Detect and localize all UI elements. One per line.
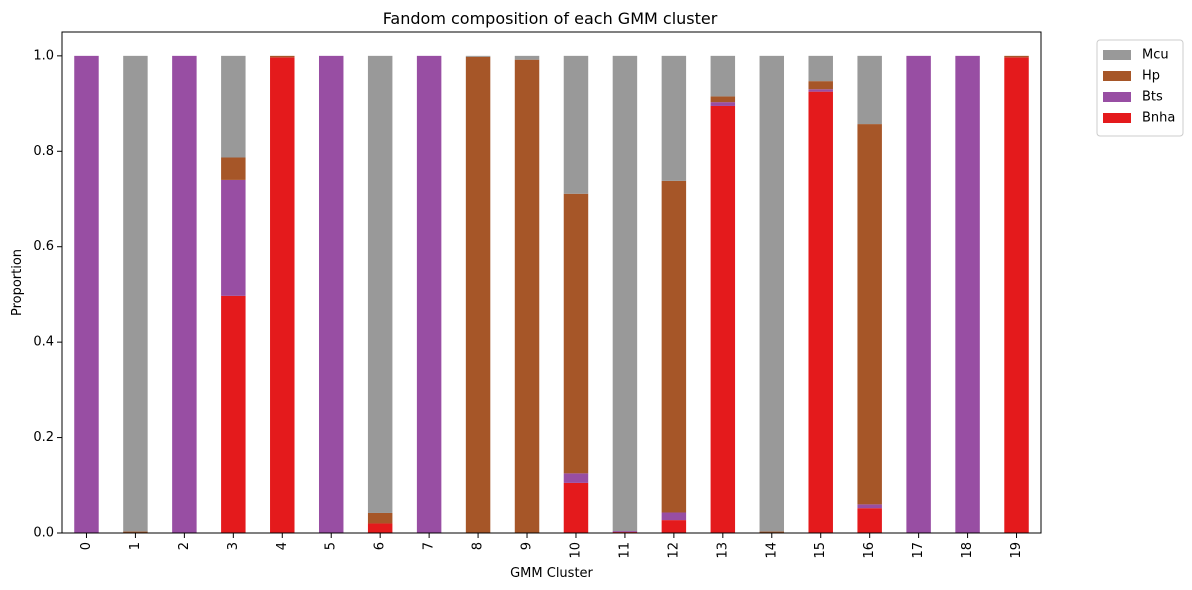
x-tick-label: 12 [666,542,681,559]
bar-mcu-cluster-6 [367,55,393,513]
bar-hp-cluster-15 [808,81,833,90]
bar-bts-cluster-2 [172,55,197,533]
x-tick-label: 14 [764,542,779,559]
bar-hp-cluster-13 [710,96,736,103]
bar-bts-cluster-18 [955,55,980,533]
y-axis-label: Proportion [10,249,25,316]
bar-bts-cluster-13 [710,102,736,106]
bar-hp-cluster-14 [759,531,785,533]
bar-bnha-cluster-12 [661,520,687,533]
x-tick-label: 17 [911,542,926,559]
bar-bts-cluster-3 [221,179,246,296]
bars-group [74,55,1029,534]
x-tick-label: 6 [373,542,388,550]
legend-swatch-bnha [1103,113,1131,123]
x-tick-label: 3 [226,542,241,550]
chart-title: Fandom composition of each GMM cluster [383,9,718,28]
legend-label-bnha: Bnha [1142,111,1175,126]
y-tick-label: 0.4 [33,335,54,350]
bar-mcu-cluster-10 [563,55,589,194]
bar-hp-cluster-10 [563,193,589,474]
legend-label-bts: Bts [1142,90,1163,105]
x-tick-label: 16 [862,542,877,559]
x-tick-label: 18 [960,542,975,559]
bar-hp-cluster-12 [661,180,687,513]
bar-bnha-cluster-16 [857,508,882,533]
x-tick-label: 13 [715,542,730,559]
bar-bts-cluster-0 [74,55,99,533]
bar-mcu-cluster-16 [857,55,882,125]
bar-mcu-cluster-15 [808,55,833,82]
bar-hp-cluster-9 [514,59,540,533]
y-tick-label: 0.6 [33,239,54,254]
legend-swatch-hp [1103,71,1131,81]
bar-mcu-cluster-8 [465,55,491,57]
bar-bnha-cluster-15 [808,91,833,534]
x-tick-label: 19 [1009,542,1024,559]
x-tick-label: 4 [275,542,290,550]
x-tick-label: 10 [568,542,583,559]
bar-hp-cluster-16 [857,124,882,505]
bar-hp-cluster-4 [270,55,295,58]
bar-hp-cluster-19 [1004,55,1029,58]
bar-hp-cluster-3 [221,157,246,180]
bar-hp-cluster-1 [123,531,148,533]
y-tick-label: 0.2 [33,430,54,445]
bar-bnha-cluster-3 [221,295,246,533]
bar-bnha-cluster-6 [367,523,393,533]
x-tick-label: 0 [79,542,94,550]
bar-hp-cluster-6 [367,512,393,524]
x-tick-label: 9 [520,542,535,550]
bar-bts-cluster-5 [318,55,344,533]
bar-bts-cluster-7 [416,55,442,533]
bar-bts-cluster-12 [661,512,687,521]
legend-swatch-mcu [1103,50,1131,60]
y-tick-label: 0.8 [33,144,54,159]
bar-bnha-cluster-10 [563,482,589,533]
bar-mcu-cluster-11 [612,55,638,532]
bar-bts-cluster-15 [808,89,833,92]
y-tick-label: 0.0 [33,526,54,541]
bar-mcu-cluster-14 [759,55,785,532]
legend-box [1096,39,1184,137]
y-axis: 0.0 0.2 0.4 0.6 0.8 1.0 [33,48,62,541]
bar-bnha-cluster-13 [710,105,736,533]
legend-label-mcu: Mcu [1142,48,1169,63]
bar-bts-cluster-16 [857,504,882,509]
bar-mcu-cluster-3 [221,55,246,158]
x-tick-label: 1 [128,542,143,550]
x-tick-label: 7 [422,542,437,550]
bar-mcu-cluster-1 [123,55,148,532]
bar-bts-cluster-10 [563,473,589,483]
bar-bnha-cluster-4 [270,57,295,533]
x-tick-label: 5 [324,542,339,550]
legend-label-hp: Hp [1142,69,1160,84]
x-tick-label: 11 [617,542,632,559]
legend: Mcu Hp Bts Bnha [1096,39,1184,137]
bar-bnha-cluster-19 [1004,57,1029,533]
x-axis: 0 1 2 3 4 5 6 7 8 9 10 11 12 13 14 15 16 17 18 19 [79,533,1024,559]
bar-mcu-cluster-12 [661,55,687,181]
bar-hp-cluster-8 [465,56,491,533]
y-tick-label: 1.0 [33,48,54,63]
x-tick-label: 8 [471,542,486,550]
legend-swatch-bts [1103,92,1131,102]
bar-mcu-cluster-13 [710,55,736,97]
bar-bts-cluster-17 [906,55,931,533]
x-tick-label: 2 [177,542,192,550]
bar-mcu-cluster-9 [514,55,540,60]
plot-frame [61,31,1042,534]
x-axis-label: GMM Cluster [510,566,593,581]
bar-bts-cluster-11 [612,531,638,533]
x-tick-label: 15 [813,542,828,559]
